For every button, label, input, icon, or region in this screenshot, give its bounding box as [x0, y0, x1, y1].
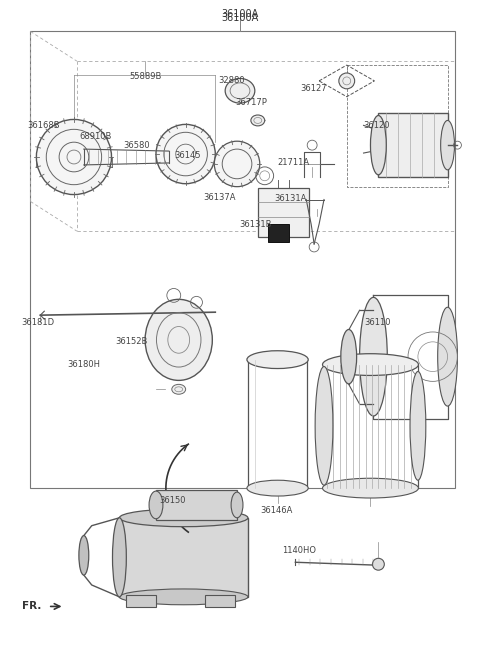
Ellipse shape: [79, 535, 89, 575]
Text: 36168B: 36168B: [27, 122, 60, 130]
Bar: [258, 188, 309, 237]
Text: 36100A: 36100A: [221, 9, 259, 18]
Bar: [378, 112, 447, 177]
Circle shape: [339, 73, 355, 89]
Ellipse shape: [441, 120, 455, 170]
Text: 36120: 36120: [363, 122, 390, 130]
Text: 36145: 36145: [175, 151, 201, 160]
Text: 1140HO: 1140HO: [282, 546, 316, 555]
Text: 36180H: 36180H: [67, 360, 100, 369]
Text: 36150: 36150: [159, 496, 186, 505]
Text: 36717P: 36717P: [235, 98, 267, 107]
Text: 36131B: 36131B: [239, 220, 272, 229]
Text: 21711A: 21711A: [277, 158, 309, 168]
Text: 36580: 36580: [124, 141, 150, 150]
Ellipse shape: [371, 116, 386, 175]
Ellipse shape: [360, 298, 387, 416]
Ellipse shape: [323, 478, 419, 498]
Text: 36127: 36127: [301, 83, 327, 93]
Text: 36181D: 36181D: [21, 317, 54, 327]
Text: 36152B: 36152B: [116, 337, 148, 346]
Text: 32880: 32880: [219, 76, 245, 85]
Circle shape: [36, 120, 111, 194]
Ellipse shape: [120, 589, 248, 604]
Ellipse shape: [247, 351, 308, 369]
Ellipse shape: [247, 480, 308, 496]
Circle shape: [372, 558, 384, 570]
Text: 36131A: 36131A: [275, 194, 307, 203]
Circle shape: [214, 141, 260, 187]
Ellipse shape: [315, 367, 333, 485]
Bar: [156, 490, 237, 520]
Bar: [30, 32, 456, 488]
Text: 55889B: 55889B: [129, 72, 161, 81]
Text: FR.: FR.: [22, 601, 41, 612]
Ellipse shape: [145, 300, 212, 380]
Text: 36146A: 36146A: [261, 506, 293, 515]
Ellipse shape: [410, 371, 426, 480]
Text: 36110: 36110: [364, 317, 391, 327]
Text: 36137A: 36137A: [203, 193, 236, 202]
Ellipse shape: [112, 518, 126, 597]
Ellipse shape: [438, 307, 457, 406]
Bar: [268, 224, 289, 242]
Bar: [126, 595, 156, 607]
Text: 36100A: 36100A: [221, 13, 259, 23]
Ellipse shape: [172, 384, 186, 394]
Ellipse shape: [231, 492, 243, 518]
Ellipse shape: [341, 330, 357, 384]
Text: 68910B: 68910B: [80, 132, 112, 141]
Bar: [205, 595, 235, 607]
Ellipse shape: [251, 115, 264, 126]
Circle shape: [156, 124, 216, 184]
Bar: [120, 518, 248, 597]
Ellipse shape: [149, 491, 163, 519]
Ellipse shape: [120, 509, 248, 527]
Ellipse shape: [323, 353, 419, 375]
Ellipse shape: [225, 78, 255, 103]
